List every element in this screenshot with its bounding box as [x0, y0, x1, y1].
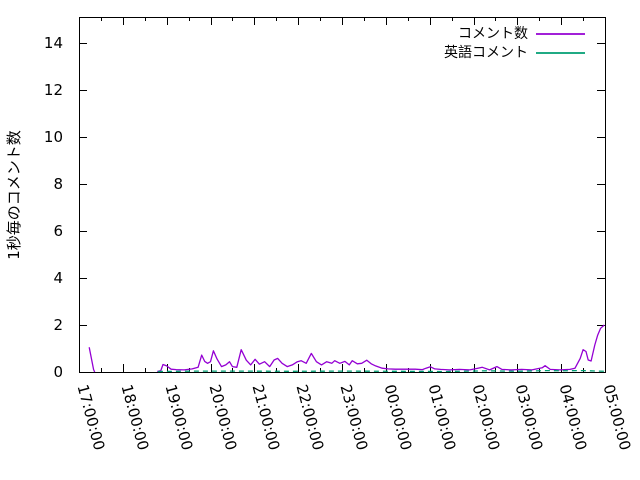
legend-label-english-comments: 英語コメント	[444, 45, 528, 61]
y-tick-label: 14	[43, 33, 63, 52]
y-tick-label: 6	[53, 221, 63, 240]
plot-border	[79, 17, 606, 373]
series-line-0	[157, 324, 605, 373]
y-tick-label: 8	[53, 174, 63, 193]
series-line-1	[157, 369, 605, 373]
legend-label-comment-count: コメント数	[458, 26, 528, 42]
y-tick-label: 2	[53, 315, 63, 334]
y-tick-label: 12	[43, 80, 63, 99]
y-tick-label: 0	[53, 363, 63, 381]
y-tick-label: 10	[43, 127, 63, 146]
series-line-0	[88, 347, 96, 373]
y-tick-label: 4	[53, 268, 63, 287]
